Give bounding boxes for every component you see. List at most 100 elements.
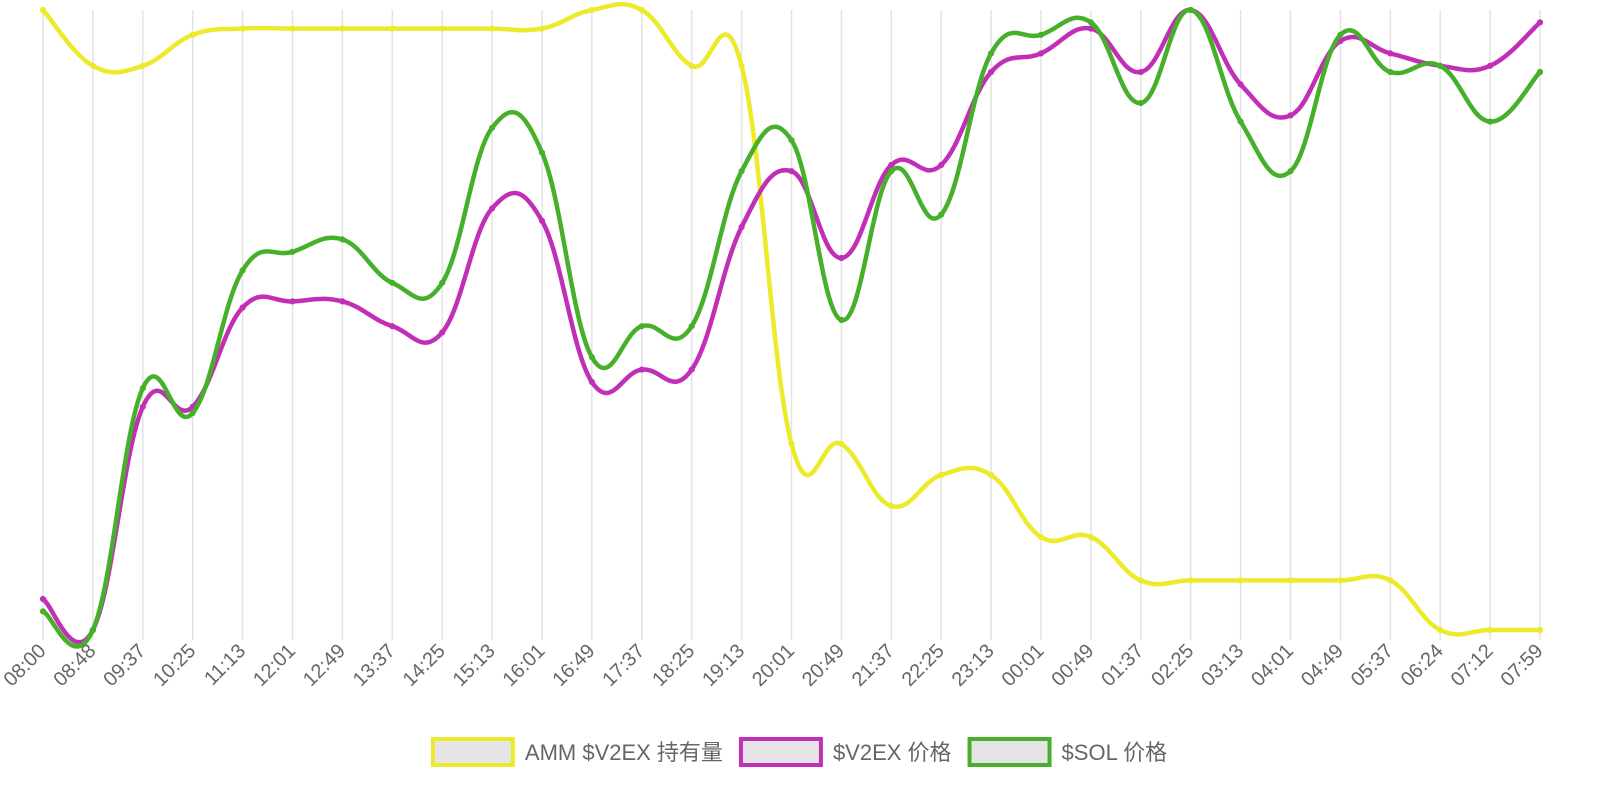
x-tick-label: 01:37 (1097, 640, 1148, 691)
series-1-point (838, 440, 845, 448)
series-3-point (1287, 168, 1294, 175)
series-3-point (1487, 118, 1494, 125)
series-1-point (39, 6, 47, 14)
series-2-point (289, 298, 296, 305)
series-1-point (89, 62, 97, 69)
series-1-point (988, 471, 995, 479)
legend-item[interactable]: $SOL 价格 (967, 737, 1168, 767)
series-1-point (439, 25, 446, 32)
legend-item[interactable]: AMM $V2EX 持有量 (430, 737, 723, 767)
series-1-point (1037, 533, 1045, 541)
series-1-point (1237, 577, 1244, 584)
x-tick-label: 08:00 (0, 640, 51, 691)
series-1-point (1287, 577, 1294, 584)
series-2-point (738, 223, 745, 231)
x-tick-label: 06:24 (1397, 640, 1448, 691)
series-3-point (439, 279, 446, 286)
series-2-point (139, 403, 146, 410)
series-3-point (1087, 19, 1095, 26)
series-2-point (389, 323, 396, 330)
series-1-point (139, 62, 146, 69)
x-tick-label: 05:37 (1347, 640, 1398, 691)
series-2-point (39, 595, 47, 603)
legend-label: $V2EX 价格 (833, 740, 952, 765)
series-3-point (988, 50, 995, 57)
series-1-point (938, 471, 945, 479)
x-tick-label: 04:49 (1297, 640, 1348, 691)
series-2-point (638, 366, 645, 373)
series-1-point (1087, 533, 1095, 541)
series-3-point (39, 608, 47, 615)
series-2-point (439, 329, 446, 336)
legend-label: AMM $V2EX 持有量 (525, 740, 723, 765)
x-tick-label: 18:25 (648, 640, 699, 691)
x-tick-label: 11:13 (200, 640, 250, 690)
series-3-point (489, 124, 496, 131)
series-2-point (1037, 50, 1045, 57)
legend-swatch (430, 737, 515, 767)
series-1-point (588, 6, 596, 14)
series-1-group (39, 1, 1544, 637)
series-3-point (1387, 68, 1394, 76)
series-2-point (1487, 62, 1494, 69)
series-3-point (1187, 6, 1194, 14)
series-1-line (40, 1, 1543, 637)
x-tick-label: 13:37 (349, 640, 400, 691)
series-2-point (588, 378, 596, 386)
series-3-point (289, 248, 296, 255)
x-tick-label: 22:25 (898, 640, 949, 691)
series-2-point (1387, 50, 1394, 57)
series-1-point (1536, 626, 1544, 634)
x-tick-label: 19:13 (698, 640, 749, 691)
series-3-point (638, 323, 645, 330)
series-2-point (538, 217, 546, 224)
x-tick-label: 07:59 (1497, 640, 1548, 691)
series-3-point (389, 279, 396, 286)
series-2-point (339, 298, 346, 305)
series-2-point (888, 161, 895, 169)
series-1-point (788, 440, 795, 448)
series-1-point (1337, 577, 1344, 584)
series-1-point (189, 31, 196, 38)
series-2-point (838, 254, 845, 262)
series-2-line (40, 7, 1543, 645)
series-3-point (688, 323, 695, 330)
series-2-point (788, 168, 795, 175)
series-1-point (1137, 577, 1144, 584)
series-3-point (1137, 99, 1144, 107)
series-3-point (888, 168, 895, 175)
series-3-point (538, 149, 546, 156)
series-1-point (638, 6, 645, 14)
series-1-point (489, 25, 496, 32)
x-tick-label: 15:13 (449, 640, 500, 691)
series-3-point (339, 236, 346, 243)
x-tick-label: 21:37 (848, 640, 899, 691)
series-2-point (1087, 25, 1095, 32)
series-3-point (1037, 31, 1045, 38)
legend[interactable]: AMM $V2EX 持有量 $V2EX 价格 $SOL 价格 (430, 737, 1168, 767)
x-tick-label: 17:37 (598, 640, 649, 691)
series-1-point (688, 62, 695, 69)
series-1-point (1437, 626, 1444, 634)
series-3-point (938, 211, 945, 218)
x-tick-label: 09:37 (99, 640, 150, 691)
legend-label: $SOL 价格 (1062, 740, 1168, 765)
legend-item[interactable]: $V2EX 价格 (738, 737, 952, 767)
series-3-point (89, 626, 97, 634)
series-1-point (339, 25, 346, 32)
series-3-line (40, 7, 1543, 649)
x-tick-label: 16:49 (548, 640, 599, 691)
series-3-point (738, 168, 745, 175)
series-3-point (838, 316, 845, 324)
series-1-point (738, 62, 745, 69)
series-1-point (289, 25, 296, 32)
series-lines (39, 1, 1544, 649)
series-1-point (888, 502, 895, 510)
series-3-point (588, 354, 596, 361)
series-1-point (239, 25, 246, 32)
series-2-point (1287, 112, 1294, 119)
series-2-point (239, 304, 246, 311)
legend-swatch (738, 737, 823, 767)
